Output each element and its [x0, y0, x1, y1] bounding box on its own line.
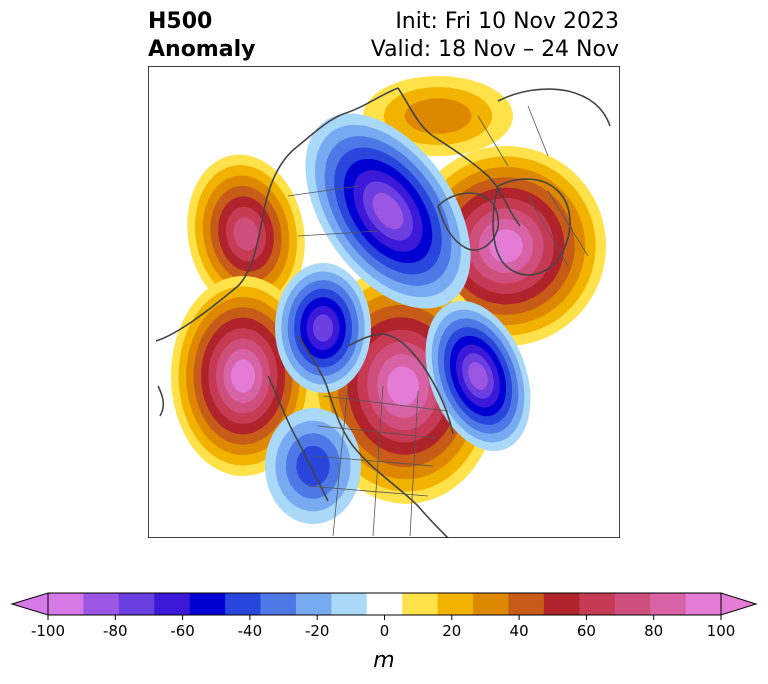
colorbar-segment [331, 593, 368, 615]
valid-label: Valid: 18 Nov – 24 Nov [370, 37, 619, 62]
colorbar: -100 -80 -60 -40 -20 0 20 40 60 80 100 m [10, 592, 758, 673]
colorbar-tick-label: -20 [305, 622, 330, 640]
colorbar-tick-label: 0 [380, 622, 390, 640]
anomaly-center-trough-gulf-alaska [275, 263, 371, 393]
anomaly-contour-band [233, 217, 259, 251]
colorbar-segment [48, 593, 84, 615]
colorbar-segment [83, 593, 120, 615]
anomaly-center-trough-greenland [425, 300, 531, 452]
anomaly-center-trough-western-us [265, 408, 361, 524]
colorbar-segment [650, 593, 687, 615]
init-label: Init: Fri 10 Nov 2023 [395, 9, 619, 34]
colorbar-tick-label: 80 [644, 622, 663, 640]
colorbar-segment [118, 593, 155, 615]
colorbar-over-arrow [720, 592, 758, 616]
anomaly-center-ridge-alaska [187, 154, 305, 314]
colorbar-tick-label: 40 [510, 622, 529, 640]
colorbar-tick-label: -40 [238, 622, 263, 640]
colorbar-segment [685, 593, 722, 615]
anomaly-contours [171, 76, 606, 524]
anomaly-contour-band [231, 359, 255, 393]
colorbar-under-arrow [10, 592, 49, 616]
colorbar-tick-label: -100 [31, 622, 65, 640]
colorbar-tick-label: 60 [577, 622, 596, 640]
title-left: H500 Anomaly [148, 8, 255, 64]
colorbar-segment [508, 593, 545, 615]
colorbar-tick-label: -60 [170, 622, 195, 640]
colorbar-segment [402, 593, 439, 615]
colorbar-tick-label: -80 [103, 622, 128, 640]
field-label: Anomaly [148, 37, 256, 62]
colorbar-segment [473, 593, 509, 615]
colorbar-segment [579, 593, 616, 615]
colorbar-tick-label: 100 [707, 622, 736, 640]
colorbar-segment [614, 593, 651, 615]
anomaly-contour-band [372, 192, 404, 230]
colorbar-fill [10, 592, 758, 616]
anomaly-center-trough-canada [305, 113, 471, 309]
coastlines [155, 87, 611, 538]
colorbar-segment [225, 593, 262, 615]
anomaly-contour-band [468, 362, 488, 390]
colorbar-segment [260, 593, 297, 615]
colorbar-tick-label: 20 [442, 622, 461, 640]
colorbar-segment [543, 593, 580, 615]
anomaly-contour-band [387, 366, 419, 406]
colorbar-segment [437, 593, 474, 615]
colorbar-unit-label: m [373, 648, 394, 673]
colorbar-segment [154, 593, 191, 615]
colorbar-ticks: -100 -80 -60 -40 -20 0 20 40 60 80 100 [31, 615, 735, 640]
state-borders [287, 105, 589, 537]
anomaly-map [148, 66, 620, 538]
title-right: Init: Fri 10 Nov 2023 Valid: 18 Nov – 24… [371, 8, 619, 64]
colorbar-segment [366, 593, 403, 615]
variable-label: H500 [148, 9, 213, 34]
anomaly-contour-band [312, 314, 334, 342]
colorbar-segment [295, 593, 332, 615]
colorbar-segment [189, 593, 226, 615]
anomaly-contour-band [296, 445, 330, 487]
